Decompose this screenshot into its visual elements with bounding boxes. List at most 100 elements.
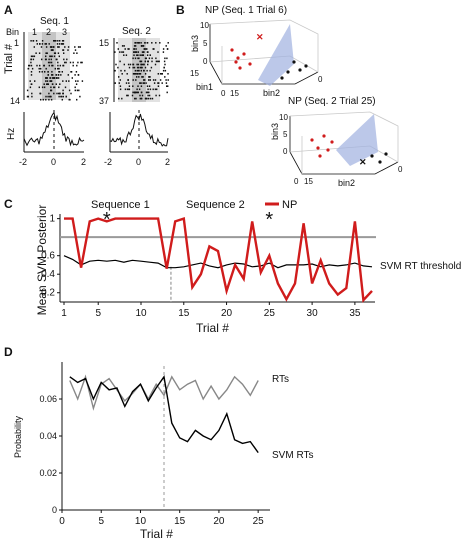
psth-seq2-curve — [109, 113, 169, 147]
scatter3d-seq1-title: NP (Seq. 1 Trial 6) — [205, 5, 287, 16]
raster-seq2-spike — [136, 54, 138, 56]
raster-seq2-spike — [127, 79, 129, 81]
rts-label: RTs — [272, 374, 289, 385]
bin-number-1: 1 — [32, 27, 37, 37]
raster-seq2-spike — [152, 79, 155, 81]
raster-seq1-spike — [73, 52, 75, 54]
raster-seq2-spike — [134, 57, 137, 60]
raster-seq2-spike — [151, 97, 154, 100]
raster-seq1-spike — [77, 80, 79, 82]
raster-seq1-spike — [34, 80, 36, 82]
raster-seq1-spike — [30, 40, 32, 42]
raster-seq1-spike — [54, 67, 56, 70]
raster-seq1-spike — [36, 43, 38, 45]
raster-seq1-spike — [75, 83, 78, 85]
raster-seq2-spike — [165, 45, 167, 47]
raster-seq2-spike — [140, 69, 142, 72]
raster-seq2-spike — [137, 85, 139, 87]
raster-seq1-spike — [62, 43, 65, 45]
raster-seq2-spike — [162, 69, 165, 72]
raster-seq2-spike — [144, 79, 146, 81]
raster-seq2-spike — [158, 82, 160, 84]
raster-seq1-spike — [47, 74, 49, 76]
raster-seq1-spike — [28, 64, 31, 67]
raster-seq2-spike — [133, 66, 136, 69]
raster-seq1-spike — [46, 83, 49, 85]
chart-c-x-tick-label: 15 — [178, 308, 190, 319]
raster-seq2-spike — [136, 42, 138, 44]
raster-seq1-spike — [48, 43, 50, 45]
raster-seq1-spike — [69, 98, 71, 101]
bin-number-2: 2 — [46, 27, 51, 37]
raster-seq2-spike — [144, 66, 147, 69]
raster-seq2-spike — [119, 88, 122, 91]
raster-seq2-spike — [138, 69, 140, 72]
raster-seq1-spike — [47, 71, 49, 73]
scatter3d-seq1-test-point: ✕ — [256, 32, 264, 42]
raster-seq1-spike — [58, 86, 60, 89]
raster-seq1-spike — [50, 80, 53, 82]
sequence-2-label: Sequence 2 — [186, 199, 245, 211]
raster-seq2-spike — [134, 73, 136, 75]
scatter3d-seq2: NP (Seq. 2 Trial 25) ✕ bin3 10 5 0 0 15 … — [270, 96, 403, 188]
raster-seq2-spike — [153, 48, 155, 50]
raster-seq1-spike — [58, 43, 61, 45]
significance-star: * — [265, 209, 273, 231]
raster-seq1-spike — [49, 95, 51, 98]
raster-seq2-spike — [147, 94, 149, 97]
raster-seq2-spike — [142, 76, 144, 78]
scatter3d-seq1-tick-0b: 0 — [221, 89, 226, 98]
raster-seq2-spike — [144, 48, 146, 50]
raster-seq2-spike — [166, 57, 168, 60]
raster-seq2-spike — [128, 66, 131, 69]
raster-seq2-spike — [167, 42, 169, 44]
raster-seq1-spike — [48, 58, 50, 61]
raster-seq2-spike — [148, 57, 151, 60]
raster-seq2-spike — [136, 66, 139, 69]
raster-seq1-spike — [68, 89, 71, 92]
raster-seq2-spike — [162, 48, 165, 50]
scatter3d-seq2-bin3-label: bin3 — [270, 123, 280, 140]
raster-seq1-spike — [45, 95, 47, 98]
raster-seq2-spike — [132, 85, 134, 87]
scatter3d-seq1-tick-0c: 0 — [318, 75, 323, 84]
chart-d-x-tick-label: 0 — [59, 516, 65, 527]
scatter3d-seq1-black-points — [280, 60, 308, 80]
raster-seq2-spike — [140, 63, 142, 66]
raster-seq2-spike — [163, 66, 165, 69]
raster-seq1-spike — [39, 92, 42, 95]
raster-seq1-spike — [61, 71, 63, 73]
raster-seq1-spike — [77, 61, 79, 64]
raster-seq2-spike — [139, 60, 141, 63]
raster-seq1-spike — [43, 64, 45, 67]
significance-star: * — [103, 209, 111, 231]
chart-d-x-tick-label: 10 — [135, 516, 147, 527]
chart-c-x-tick-label: 20 — [221, 308, 233, 319]
raster-seq1-spike — [30, 58, 32, 61]
raster-seq2-spike — [138, 57, 140, 60]
raster-seq2-spike — [166, 48, 169, 50]
raster-seq1-spike — [45, 67, 47, 70]
raster-seq2-spike — [146, 51, 149, 53]
raster-seq1-spike — [57, 67, 59, 70]
raster-seq1-spike — [33, 46, 35, 48]
scatter3d-seq2-tick-0: 0 — [283, 147, 288, 156]
scatter3d-seq2-plane — [336, 114, 378, 166]
raster-seq1-spike — [50, 61, 53, 64]
raster-seq1-spike — [35, 52, 37, 54]
raster-seq2-spike — [117, 48, 119, 50]
trial-axis-label: Trial # — [3, 43, 15, 74]
raster-seq1-spike — [41, 58, 43, 61]
raster-seq2-spike — [121, 97, 123, 100]
scatter3d-seq2-red-points — [310, 134, 334, 158]
raster-seq2-spike — [163, 60, 166, 63]
raster-seq2-spike — [141, 63, 144, 66]
raster-seq1-spike — [78, 89, 80, 92]
raster-seq1-spike — [72, 61, 74, 64]
raster-seq2-spike — [162, 51, 165, 53]
raster-seq2-spike — [157, 73, 159, 75]
raster-seq2-spike — [140, 97, 142, 100]
raster-seq2-spike — [132, 63, 135, 66]
raster-seq2-spike — [139, 82, 141, 84]
raster-seq2-spike — [119, 85, 122, 87]
